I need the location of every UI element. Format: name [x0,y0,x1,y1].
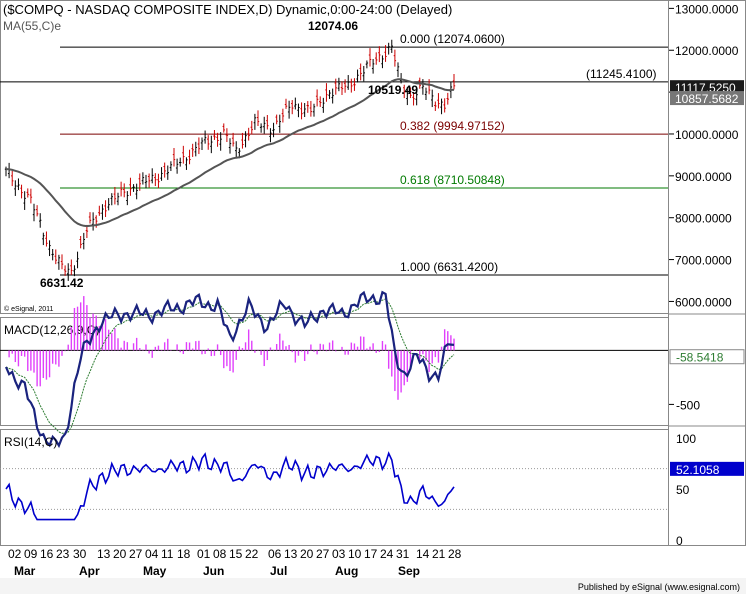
fib-label: (11245.4100) [586,67,657,81]
macd-value-tag-bg [669,349,745,365]
rsi-panel [0,429,669,546]
x-tick-label: 10 [348,547,362,561]
price-tick-label: 13000.0000 [675,2,739,16]
price-annotation: 12074.06 [308,19,358,33]
x-tick-label: 23 [56,547,70,561]
ma-legend: MA(55,C)e [3,19,61,33]
fib-lines: 0.000 (12074.0600) (11245.4100) 0.382 (999… [0,32,668,276]
x-tick-label: 06 [268,547,282,561]
chart-title: ($COMPQ - NASDAQ COMPOSITE INDEX,D) Dyna… [3,2,452,17]
fib-label: 0.618 (8710.50848) [400,173,505,187]
macd-tick-label: -500 [676,398,700,412]
candles [4,39,456,281]
copyright-label: © eSignal, 2011 [4,305,54,313]
x-month-label: Apr [79,564,100,578]
x-month-label: Mar [14,564,36,578]
x-tick-label: 04 [145,547,159,561]
x-tick-label: 14 [416,547,430,561]
price-tick-label: 12000.0000 [675,44,739,58]
x-tick-label: 22 [245,547,259,561]
ma-line [5,78,455,228]
x-month-label: Jun [203,564,224,578]
rsi-title: RSI(14,C) [4,435,57,449]
x-tick-label: 24 [380,547,394,561]
price-annotation: 6631.42 [40,276,84,290]
x-month-label: May [143,564,167,578]
x-tick-label: 13 [284,547,298,561]
rsi-value-tags: 52.1058 [670,461,744,477]
x-tick-label: 30 [73,547,87,561]
rsi-value-tag: 52.1058 [676,463,720,477]
rsi-axis-ticks: 100 50 0 [676,432,696,548]
fib-label: 0.382 (9994.97152) [400,119,505,133]
fib-label: 1.000 (6631.4200) [400,260,498,274]
macd-value-tag: -58.5418 [676,351,724,365]
macd-line [4,290,455,449]
x-tick-label: 08 [213,547,227,561]
price-value-tag-bg [670,91,744,106]
price-tick-label: 9000.0000 [675,170,732,184]
publisher-label: Published by eSignal (www.esignal.com) [578,582,740,592]
x-tick-label: 09 [24,547,38,561]
macd-value-tags: -58.5418 [669,349,745,365]
price-tick-label: 6000.0000 [675,295,732,309]
macd-title: MACD(12,26,9,C) [4,323,99,337]
x-tick-label: 03 [332,547,346,561]
x-tick-label: 16 [40,547,54,561]
x-tick-label: 17 [364,547,378,561]
x-tick-label: 27 [316,547,330,561]
x-tick-label: 20 [300,547,314,561]
macd-panel [0,317,669,426]
price-panel [0,0,669,314]
x-axis-tick-labels: 02 09 16 23 30 13 20 27 04 11 18 01 08 15 22 06 13 20 27 03… [8,547,462,561]
price-tick-label: 8000.0000 [675,212,732,226]
price-annotation: 10519.49 [368,83,418,97]
fib-label: 0.000 (12074.0600) [400,32,505,46]
price-tick-label: 7000.0000 [675,254,732,268]
macd-axis-ticks: -500 [669,398,700,412]
rsi-tick-label: 50 [676,483,690,497]
x-tick-label: 02 [8,547,22,561]
footer-bar [0,578,746,594]
x-tick-label: 18 [177,547,191,561]
price-value-tag-bg [670,80,744,95]
x-month-label: Sep [398,564,420,578]
x-month-label: Jul [270,564,287,578]
x-tick-label: 01 [197,547,211,561]
price-tick-label: 10000.0000 [675,128,739,142]
price-value-tag: 10857.5682 [675,92,739,106]
rsi-value-tag-bg [670,461,744,476]
x-tick-label: 31 [396,547,410,561]
x-tick-label: 13 [97,547,111,561]
x-tick-label: 15 [229,547,243,561]
x-tick-label: 28 [448,547,462,561]
x-tick-label: 20 [113,547,127,561]
rsi-tick-label: 100 [676,432,696,446]
rsi-line [5,451,455,521]
x-tick-label: 27 [129,547,143,561]
x-axis-month-labels: Mar Apr May Jun Jul Aug Sep [14,564,420,578]
x-tick-label: 21 [432,547,446,561]
x-tick-label: 11 [161,547,174,561]
x-month-label: Aug [335,564,358,578]
price-annotations: 12074.06 10519.49 6631.42 [40,19,418,290]
rsi-tick-label: 0 [676,534,683,548]
